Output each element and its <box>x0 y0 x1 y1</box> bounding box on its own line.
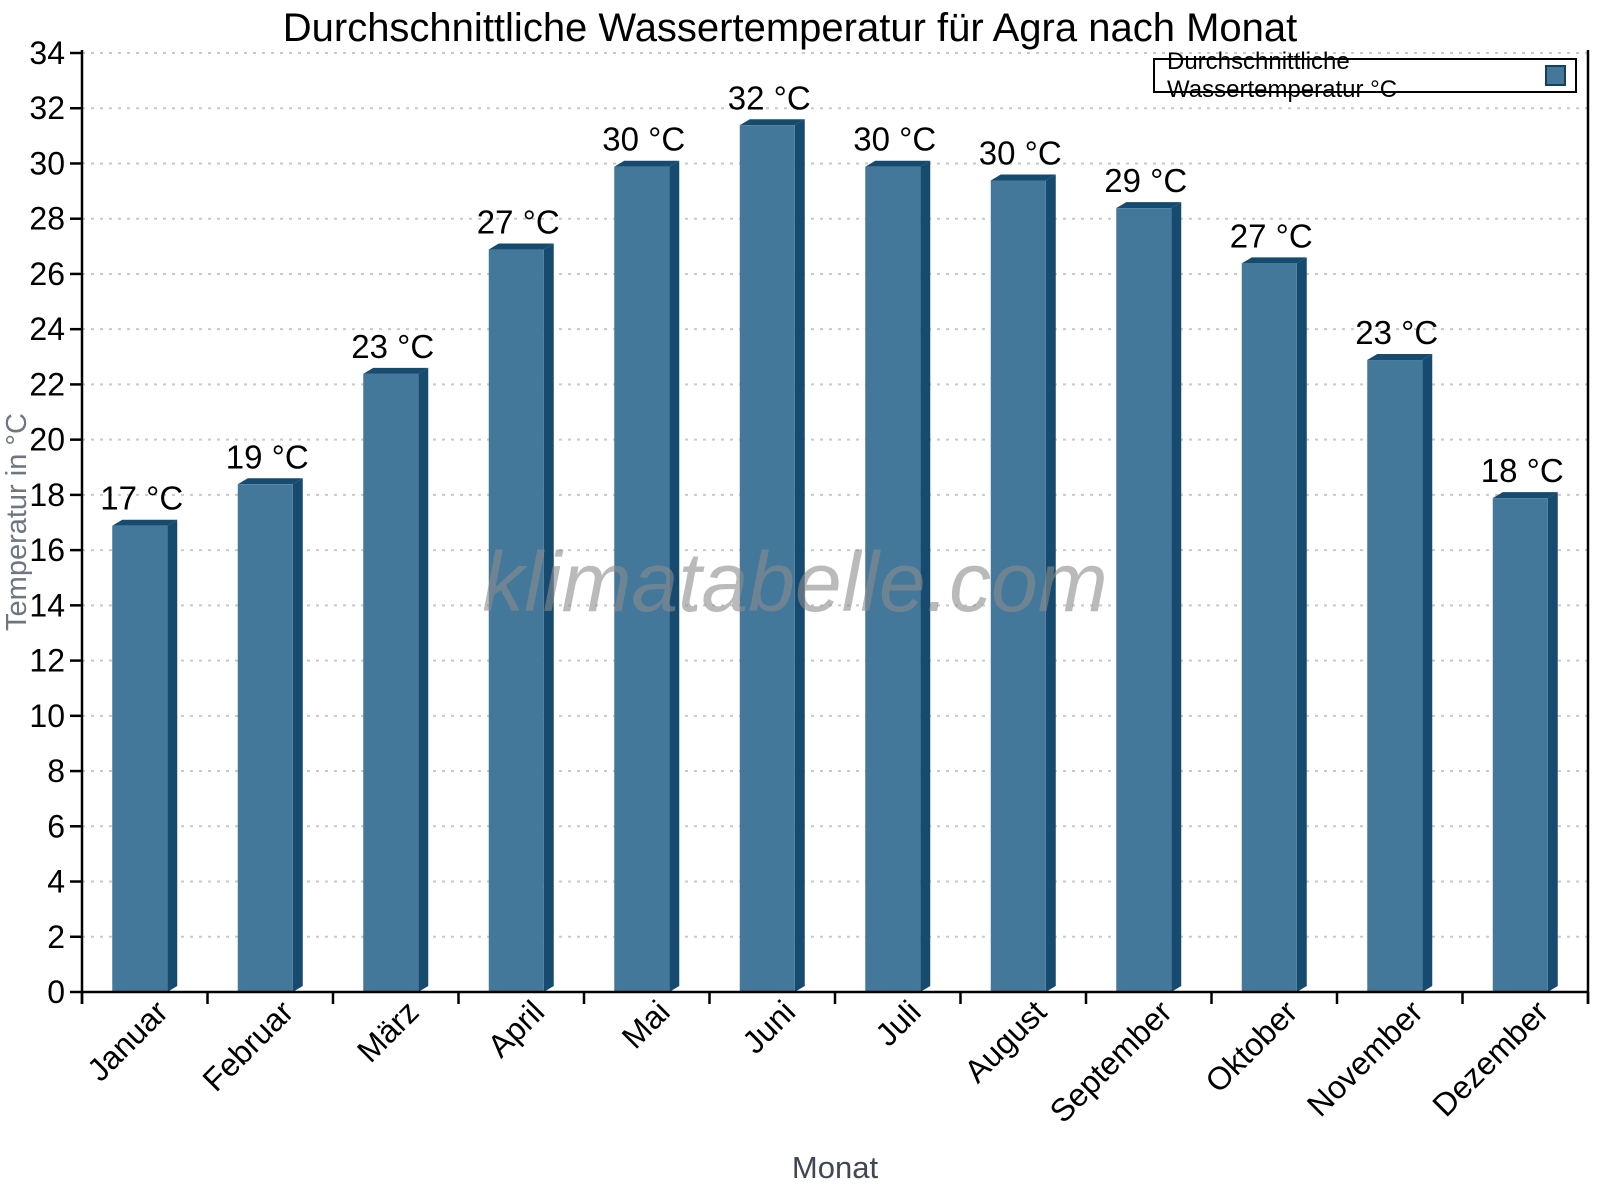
bar-side-face <box>418 367 429 992</box>
bar-top-face <box>1492 492 1558 499</box>
bar-top-face <box>1241 257 1307 264</box>
y-tick-label: 20 <box>29 422 65 458</box>
x-axis-title: Monat <box>792 1150 879 1185</box>
legend-label: Durchschnittliche Wassertemperatur °C <box>1167 47 1398 103</box>
bar <box>865 166 921 993</box>
bar-top-face <box>237 478 303 485</box>
x-tick-label: März <box>350 993 426 1069</box>
bar-side-face <box>1422 354 1433 992</box>
x-tick-label: Februar <box>196 993 301 1098</box>
bar-top-face <box>1367 354 1433 361</box>
bar <box>614 166 670 993</box>
bar-side-face <box>794 119 805 993</box>
y-tick-label: 6 <box>47 808 65 844</box>
bar <box>739 125 795 993</box>
y-tick-label: 34 <box>29 35 65 71</box>
bar-top-face <box>488 243 554 250</box>
bar-value-label: 29 °C <box>1104 162 1187 199</box>
y-tick-label: 10 <box>29 698 65 734</box>
bar-side-face <box>1171 202 1182 992</box>
y-tick-label: 24 <box>29 311 65 347</box>
bar-value-label: 30 °C <box>602 121 685 158</box>
y-tick-label: 0 <box>47 974 65 1010</box>
bar-side-face <box>669 160 680 993</box>
y-tick-label: 30 <box>29 145 65 181</box>
bar-value-label: 18 °C <box>1481 452 1564 489</box>
bar-value-label: 30 °C <box>979 135 1062 172</box>
bar-side-face <box>1045 174 1056 993</box>
x-tick-label: April <box>480 993 551 1064</box>
y-tick-label: 26 <box>29 256 65 292</box>
bar-side-face <box>1296 257 1307 992</box>
bar <box>363 373 419 992</box>
bar-value-label: 27 °C <box>477 204 560 241</box>
x-tick-label: September <box>1043 993 1179 1129</box>
bar-top-face <box>865 160 931 167</box>
bar-value-label: 23 °C <box>351 328 434 365</box>
bar-value-label: 17 °C <box>100 480 183 517</box>
bar <box>237 484 293 992</box>
y-tick-label: 32 <box>29 90 65 126</box>
y-tick-label: 28 <box>29 201 65 237</box>
x-tick-label: November <box>1300 993 1430 1123</box>
bar <box>1492 498 1548 992</box>
x-tick-label: Dezember <box>1425 993 1555 1123</box>
y-tick-label: 12 <box>29 643 65 679</box>
x-tick-label: Oktober <box>1198 993 1304 1099</box>
y-tick-label: 18 <box>29 477 65 513</box>
y-tick-label: 8 <box>47 753 65 789</box>
legend[interactable]: Durchschnittliche Wassertemperatur °C <box>1153 48 1577 103</box>
bar <box>112 525 168 992</box>
bar <box>488 249 544 992</box>
bar-side-face <box>167 519 178 992</box>
bar-top-face <box>112 519 178 526</box>
x-tick-label: Juli <box>868 993 927 1052</box>
bar-value-label: 30 °C <box>853 121 936 158</box>
bar-side-face <box>1547 492 1558 992</box>
bar-top-face <box>739 119 805 126</box>
bar-value-label: 27 °C <box>1230 217 1313 254</box>
bar-top-face <box>614 160 680 167</box>
y-tick-label: 16 <box>29 532 65 568</box>
bar <box>1367 360 1423 992</box>
y-tick-label: 22 <box>29 366 65 402</box>
bar <box>990 180 1046 993</box>
bar <box>1116 208 1172 992</box>
chart-title: Durchschnittliche Wassertemperatur für A… <box>282 6 1298 50</box>
bar-side-face <box>543 243 554 992</box>
legend-swatch-icon <box>1545 65 1566 86</box>
y-tick-label: 14 <box>29 587 65 623</box>
bar-value-label: 32 °C <box>728 79 811 116</box>
bar <box>1241 263 1297 992</box>
x-tick-label: Januar <box>80 993 175 1088</box>
x-tick-label: Juni <box>735 993 802 1060</box>
bar-value-label: 23 °C <box>1355 314 1438 351</box>
y-axis-title: Temperatur in °C <box>1 413 33 631</box>
bar-top-face <box>363 367 429 374</box>
bar-top-face <box>1116 202 1182 209</box>
x-tick-label: August <box>957 993 1053 1089</box>
bar-top-face <box>990 174 1056 181</box>
x-tick-label: Mai <box>615 993 677 1055</box>
bar-side-face <box>920 160 931 993</box>
bar-side-face <box>292 478 303 992</box>
y-tick-label: 2 <box>47 919 65 955</box>
bar-value-label: 19 °C <box>226 438 309 475</box>
y-tick-label: 4 <box>47 864 65 900</box>
